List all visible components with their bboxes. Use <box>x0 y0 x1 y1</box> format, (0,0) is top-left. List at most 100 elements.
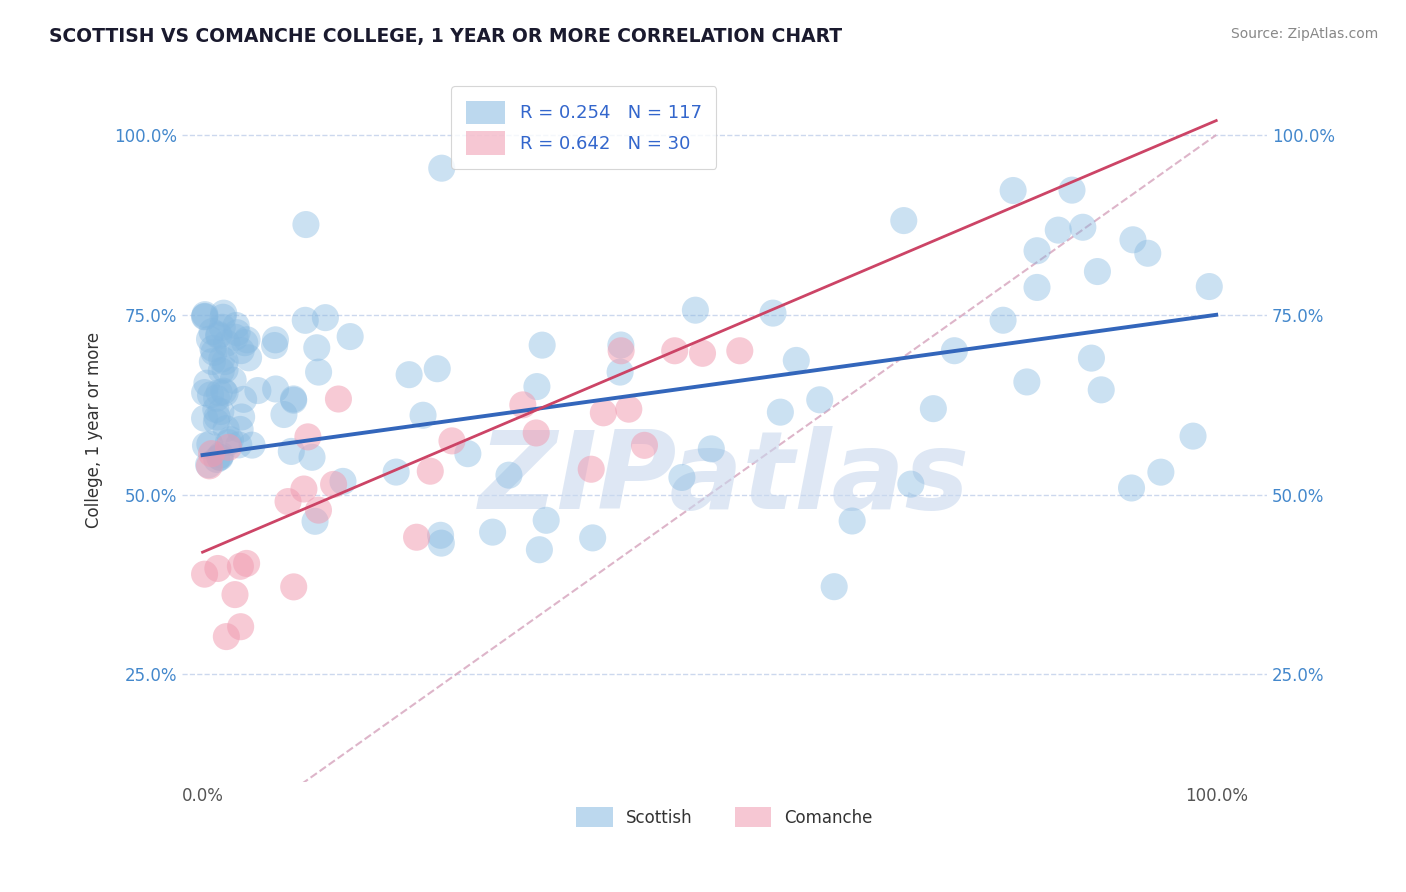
Point <box>295 218 318 232</box>
Point <box>263 338 285 352</box>
Point <box>617 402 640 417</box>
Point <box>264 333 287 347</box>
Point <box>229 559 252 574</box>
Point <box>224 330 246 344</box>
Point <box>610 343 633 358</box>
Point <box>205 415 228 429</box>
Point <box>201 354 224 368</box>
Point <box>1026 280 1049 294</box>
Point <box>200 447 222 461</box>
Point <box>429 528 451 542</box>
Point <box>592 406 614 420</box>
Point <box>308 503 330 517</box>
Point <box>215 336 238 351</box>
Point <box>531 338 554 352</box>
Point <box>201 342 224 356</box>
Point <box>215 422 238 436</box>
Point <box>385 465 408 479</box>
Point <box>1080 351 1102 365</box>
Point <box>339 329 361 343</box>
Point <box>308 365 330 379</box>
Point <box>671 470 693 484</box>
Point <box>1071 220 1094 235</box>
Point <box>208 385 231 400</box>
Point <box>305 341 328 355</box>
Point <box>1198 279 1220 293</box>
Point <box>215 630 238 644</box>
Point <box>209 364 232 378</box>
Point <box>297 430 319 444</box>
Point <box>1047 223 1070 237</box>
Point <box>633 438 655 452</box>
Point <box>430 536 453 550</box>
Point <box>228 438 250 452</box>
Point <box>1002 184 1025 198</box>
Point <box>204 402 226 417</box>
Point <box>922 401 945 416</box>
Point <box>264 382 287 396</box>
Point <box>193 567 215 582</box>
Point <box>209 450 232 465</box>
Point <box>209 448 232 462</box>
Point <box>211 320 233 334</box>
Point <box>280 444 302 458</box>
Point <box>1026 244 1049 258</box>
Point <box>194 308 217 322</box>
Point <box>412 409 434 423</box>
Text: SCOTTISH VS COMANCHE COLLEGE, 1 YEAR OR MORE CORRELATION CHART: SCOTTISH VS COMANCHE COLLEGE, 1 YEAR OR … <box>49 27 842 45</box>
Point <box>209 404 232 418</box>
Point <box>610 338 633 352</box>
Point <box>685 303 707 318</box>
Point <box>579 462 602 476</box>
Point <box>214 386 236 401</box>
Point <box>205 391 228 405</box>
Point <box>238 351 260 365</box>
Point <box>322 477 344 491</box>
Point <box>207 561 229 575</box>
Point <box>534 513 557 527</box>
Point <box>194 385 217 400</box>
Point <box>218 441 240 455</box>
Point <box>301 450 323 465</box>
Point <box>419 464 441 478</box>
Point <box>212 384 235 398</box>
Point <box>208 329 231 343</box>
Point <box>193 310 215 324</box>
Point <box>233 335 256 350</box>
Point <box>240 438 263 452</box>
Point <box>1090 383 1112 397</box>
Point <box>700 442 723 456</box>
Point <box>212 310 235 325</box>
Point <box>332 475 354 489</box>
Point <box>609 365 631 379</box>
Point <box>231 409 253 424</box>
Point <box>283 393 305 408</box>
Point <box>198 458 221 473</box>
Point <box>283 392 305 406</box>
Point <box>398 368 420 382</box>
Point <box>728 343 751 358</box>
Point <box>211 352 233 367</box>
Point <box>529 542 551 557</box>
Point <box>235 557 257 571</box>
Point <box>426 361 449 376</box>
Point <box>785 353 807 368</box>
Point <box>1121 481 1143 495</box>
Point <box>194 439 217 453</box>
Point <box>440 434 463 448</box>
Point <box>430 161 453 176</box>
Point <box>405 530 427 544</box>
Point <box>1122 233 1144 247</box>
Text: Source: ZipAtlas.com: Source: ZipAtlas.com <box>1230 27 1378 41</box>
Point <box>526 379 548 393</box>
Point <box>582 531 605 545</box>
Point <box>222 373 245 387</box>
Point <box>229 422 252 436</box>
Point <box>1015 375 1038 389</box>
Point <box>900 477 922 491</box>
Point <box>246 384 269 398</box>
Point <box>229 620 252 634</box>
Point <box>224 588 246 602</box>
Point <box>205 452 228 467</box>
Point <box>524 425 547 440</box>
